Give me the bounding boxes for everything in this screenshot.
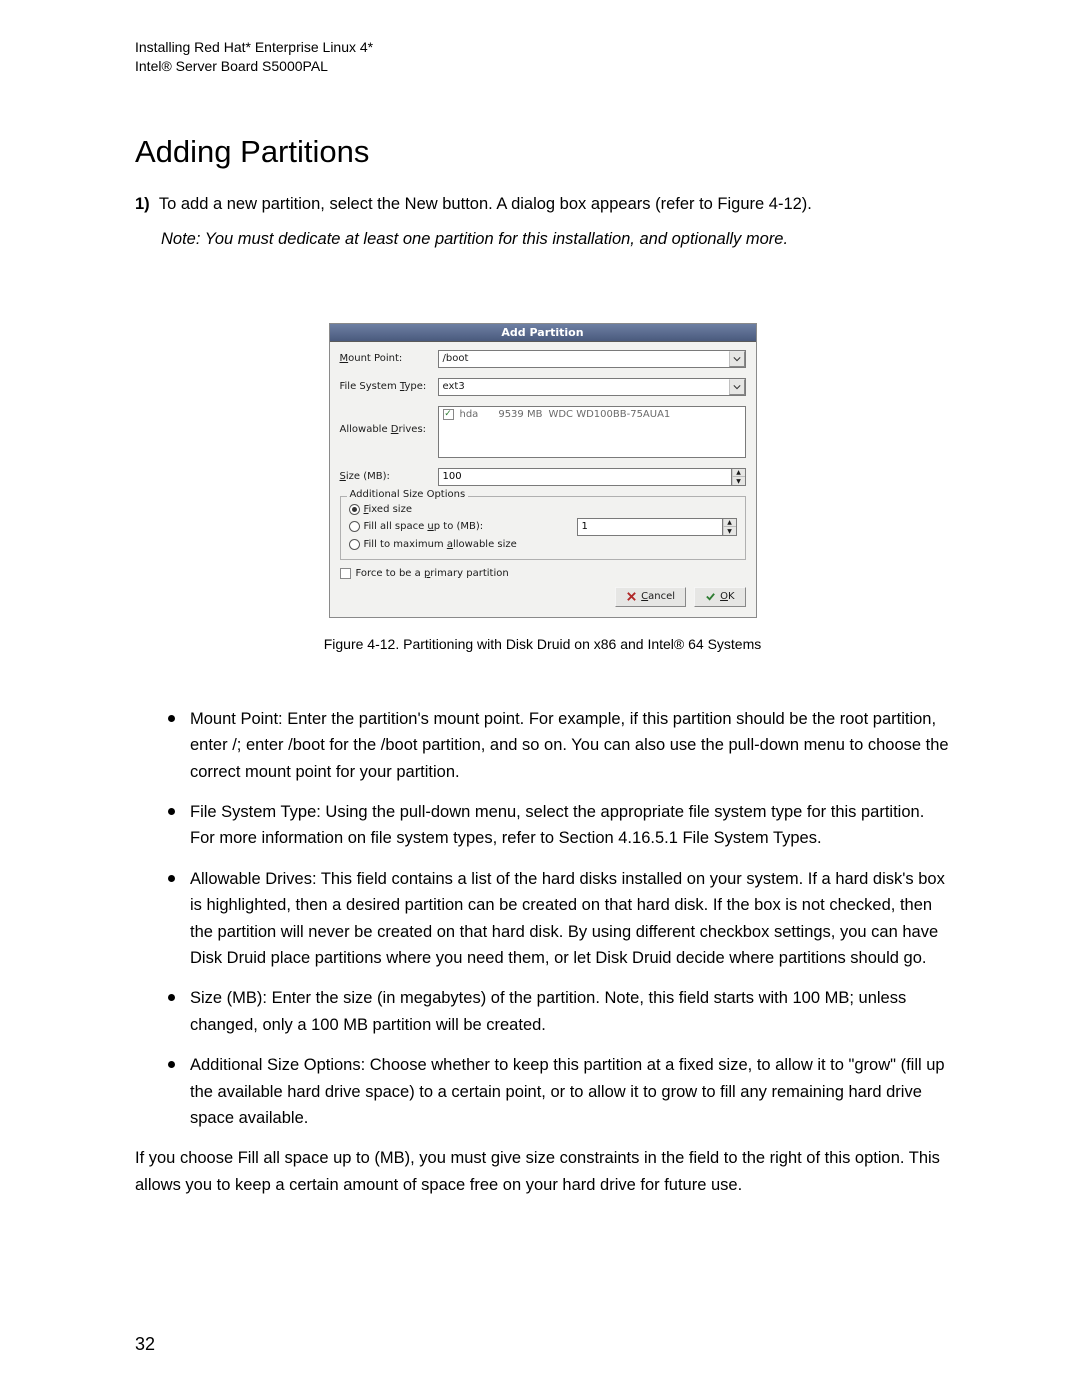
chevron-down-icon[interactable]: [729, 379, 745, 395]
option-fill-max[interactable]: Fill to maximum allowable size: [349, 539, 737, 550]
section-title: Adding Partitions: [135, 134, 950, 170]
drive-row[interactable]: ✓ hda 9539 MB WDC WD100BB-75AUA1: [443, 409, 741, 420]
list-item: Allowable Drives: This field contains a …: [190, 866, 950, 972]
fill-up-to-input[interactable]: [577, 518, 723, 536]
figure-caption: Figure 4-12. Partitioning with Disk Drui…: [324, 636, 762, 652]
page-number: 32: [135, 1334, 155, 1355]
header-line-2: Intel® Server Board S5000PAL: [135, 57, 950, 76]
drive-name: hda: [460, 409, 479, 420]
step-1: 1) To add a new partition, select the Ne…: [135, 192, 950, 218]
spin-up-icon[interactable]: ▲: [732, 469, 745, 478]
mount-point-value: /boot: [443, 353, 469, 364]
allowable-drives-label: Allowable Drives:: [340, 406, 438, 435]
option-fixed-size[interactable]: Fixed size: [349, 504, 737, 515]
fs-type-dropdown[interactable]: ext3: [438, 378, 746, 396]
radio-icon[interactable]: [349, 504, 360, 515]
mount-point-label: Mount Point:: [340, 353, 438, 364]
fill-up-to-spinner[interactable]: ▲▼: [577, 518, 737, 536]
fieldset-legend: Additional Size Options: [347, 489, 469, 500]
force-primary-checkbox[interactable]: ✓: [340, 568, 351, 579]
drive-size: 9539 MB: [498, 409, 542, 420]
figure-4-12: Add Partition Mount Point: /boot File Sy…: [135, 323, 950, 652]
radio-icon[interactable]: [349, 539, 360, 550]
cancel-icon: [626, 591, 637, 602]
radio-icon[interactable]: [349, 521, 360, 532]
spin-down-icon[interactable]: ▼: [723, 527, 736, 535]
size-label: Size (MB):: [340, 471, 438, 482]
note: Note: You must dedicate at least one par…: [135, 227, 950, 253]
spin-down-icon[interactable]: ▼: [732, 477, 745, 485]
drive-model: WDC WD100BB-75AUA1: [548, 409, 670, 420]
option-fill-up-to[interactable]: Fill all space up to (MB): ▲▼: [349, 518, 737, 536]
bullet-list: Mount Point: Enter the partition's mount…: [135, 706, 950, 1131]
step-text: To add a new partition, select the New b…: [159, 195, 812, 213]
force-primary-label: Force to be a primary partition: [356, 568, 509, 579]
chevron-down-icon[interactable]: [729, 351, 745, 367]
ok-icon: [705, 591, 716, 602]
step-number: 1): [135, 195, 150, 213]
spin-up-icon[interactable]: ▲: [723, 519, 736, 528]
size-input[interactable]: [438, 468, 732, 486]
dialog-title: Add Partition: [330, 324, 756, 342]
mount-point-dropdown[interactable]: /boot: [438, 350, 746, 368]
list-item: Additional Size Options: Choose whether …: [190, 1052, 950, 1131]
header-line-1: Installing Red Hat* Enterprise Linux 4*: [135, 38, 950, 57]
additional-size-options: Additional Size Options Fixed size Fill …: [340, 496, 746, 560]
fs-type-label: File System Type:: [340, 381, 438, 392]
drive-checkbox[interactable]: ✓: [443, 409, 454, 420]
list-item: Mount Point: Enter the partition's mount…: [190, 706, 950, 785]
list-item: File System Type: Using the pull-down me…: [190, 799, 950, 852]
ok-button[interactable]: OK: [694, 587, 745, 607]
size-spinner[interactable]: ▲▼: [438, 468, 746, 486]
fs-type-value: ext3: [443, 381, 465, 392]
force-primary-checkbox-row[interactable]: ✓ Force to be a primary partition: [340, 568, 746, 579]
cancel-button[interactable]: Cancel: [615, 587, 686, 607]
list-item: Size (MB): Enter the size (in megabytes)…: [190, 985, 950, 1038]
add-partition-dialog: Add Partition Mount Point: /boot File Sy…: [329, 323, 757, 618]
trailing-paragraph: If you choose Fill all space up to (MB),…: [135, 1145, 950, 1198]
allowable-drives-list[interactable]: ✓ hda 9539 MB WDC WD100BB-75AUA1: [438, 406, 746, 458]
